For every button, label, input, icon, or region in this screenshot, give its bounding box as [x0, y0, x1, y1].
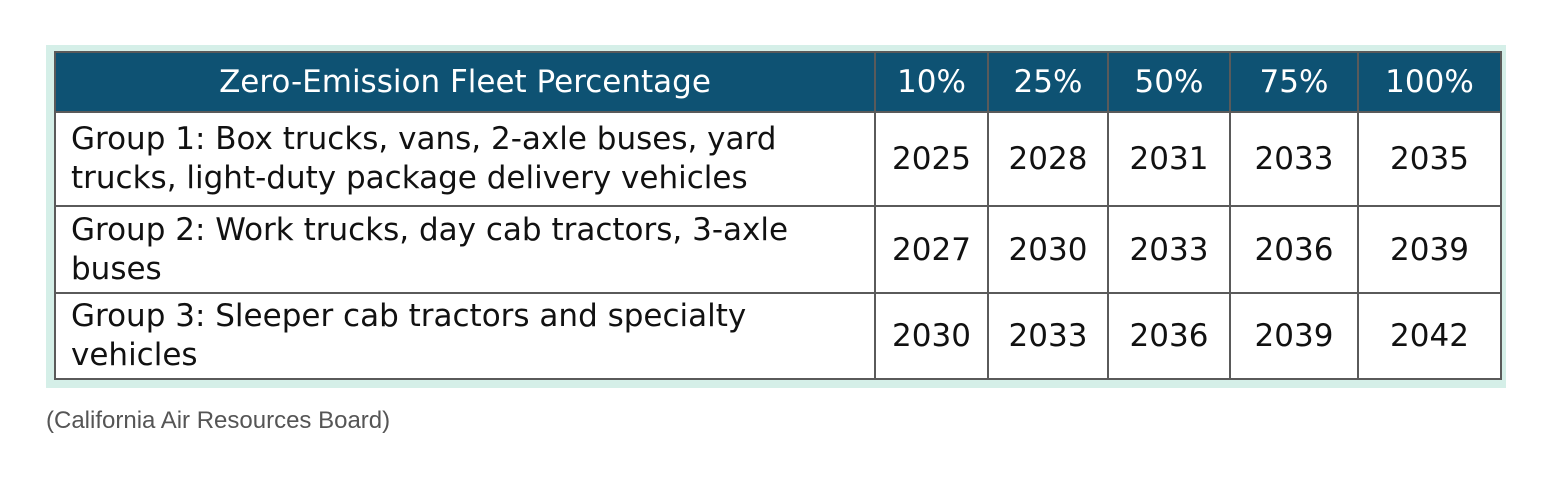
fleet-percentage-table: Zero-Emission Fleet Percentage 10% 25% 5…	[54, 51, 1502, 380]
header-cell-25-percent: 25%	[987, 51, 1109, 113]
table-header-row: Zero-Emission Fleet Percentage 10% 25% 5…	[54, 51, 1502, 113]
group-label: Group 3: Sleeper cab tractors and specia…	[54, 292, 876, 380]
year-cell: 2033	[987, 292, 1109, 380]
header-cell-100-percent: 100%	[1357, 51, 1502, 113]
year-cell: 2028	[987, 111, 1109, 207]
header-cell-10-percent: 10%	[874, 51, 989, 113]
year-cell: 2039	[1229, 292, 1359, 380]
table-frame: Zero-Emission Fleet Percentage 10% 25% 5…	[46, 45, 1506, 388]
header-cell-title: Zero-Emission Fleet Percentage	[54, 51, 876, 113]
table-row-group-3: Group 3: Sleeper cab tractors and specia…	[54, 292, 1502, 380]
year-cell: 2027	[874, 205, 989, 294]
source-caption: (California Air Resources Board)	[46, 407, 391, 434]
year-cell: 2036	[1107, 292, 1231, 380]
table-row-group-1: Group 1: Box trucks, vans, 2-axle buses,…	[54, 111, 1502, 207]
year-cell: 2033	[1229, 111, 1359, 207]
year-cell: 2031	[1107, 111, 1231, 207]
year-cell: 2030	[874, 292, 989, 380]
year-cell: 2042	[1357, 292, 1502, 380]
year-cell: 2030	[987, 205, 1109, 294]
header-cell-50-percent: 50%	[1107, 51, 1231, 113]
year-cell: 2025	[874, 111, 989, 207]
year-cell: 2039	[1357, 205, 1502, 294]
header-cell-75-percent: 75%	[1229, 51, 1359, 113]
year-cell: 2036	[1229, 205, 1359, 294]
table-row-group-2: Group 2: Work trucks, day cab tractors, …	[54, 205, 1502, 294]
group-label: Group 1: Box trucks, vans, 2-axle buses,…	[54, 111, 876, 207]
group-label: Group 2: Work trucks, day cab tractors, …	[54, 205, 876, 294]
year-cell: 2035	[1357, 111, 1502, 207]
year-cell: 2033	[1107, 205, 1231, 294]
